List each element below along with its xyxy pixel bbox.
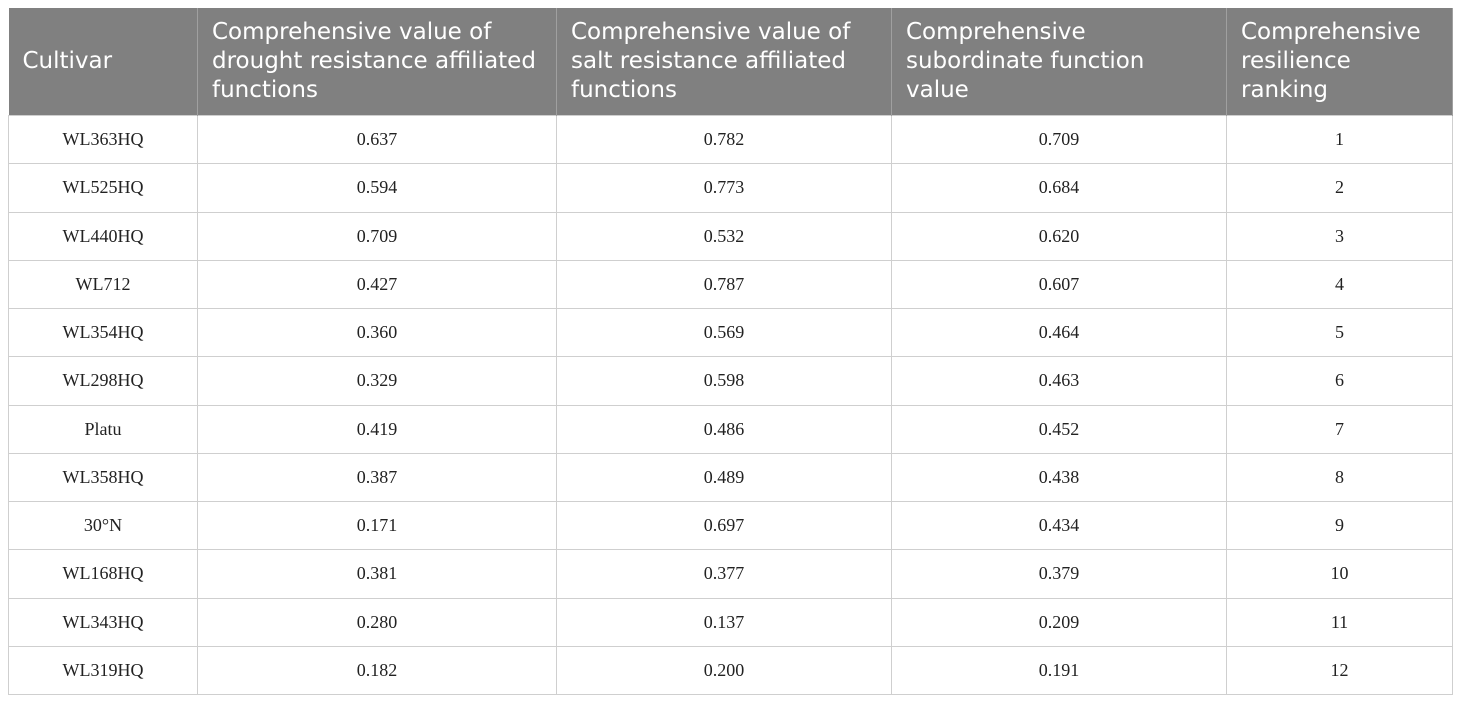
- table: Cultivar Comprehensive value of drought r…: [8, 8, 1453, 696]
- table-body: WL363HQ 0.637 0.782 0.709 1 WL525HQ 0.594 0.773…: [8, 114, 1453, 696]
- value-cell: 0.486: [556, 404, 892, 454]
- value-cell: 0.463: [891, 356, 1227, 406]
- value-cell: 0.594: [197, 163, 557, 213]
- cultivar-cell: 30°N: [8, 500, 198, 551]
- value-cell: 11: [1226, 597, 1453, 647]
- value-cell: 0.637: [197, 114, 557, 165]
- value-cell: 0.209: [891, 597, 1227, 647]
- value-cell: 0.137: [556, 597, 892, 647]
- header-cell: Cultivar: [8, 8, 198, 116]
- value-cell: 0.489: [556, 452, 892, 503]
- cultivar-cell: WL354HQ: [8, 307, 198, 358]
- value-cell: 0.182: [197, 645, 557, 696]
- value-cell: 0.532: [556, 211, 892, 261]
- table-row: WL525HQ 0.594 0.773 0.684 2: [8, 163, 1453, 213]
- header-row: Cultivar Comprehensive value of drought r…: [8, 8, 1453, 116]
- header-cell: Comprehensive subordinate function value: [891, 8, 1227, 116]
- value-cell: 0.329: [197, 356, 557, 406]
- cultivar-cell: Platu: [8, 404, 198, 454]
- value-cell: 0.438: [891, 452, 1227, 503]
- table-row: WL319HQ 0.182 0.200 0.191 12: [8, 645, 1453, 696]
- value-cell: 0.377: [556, 549, 892, 599]
- table-row: WL363HQ 0.637 0.782 0.709 1: [8, 114, 1453, 165]
- table-row: 30°N 0.171 0.697 0.434 9: [8, 500, 1453, 551]
- value-cell: 0.381: [197, 549, 557, 599]
- header-cell: Comprehensive resilience ranking: [1226, 8, 1453, 116]
- value-cell: 0.191: [891, 645, 1227, 696]
- value-cell: 6: [1226, 356, 1453, 406]
- table-container: Cultivar Comprehensive value of drought r…: [8, 8, 1453, 696]
- value-cell: 1: [1226, 114, 1453, 165]
- header-cell: Comprehensive value of drought resistanc…: [197, 8, 557, 116]
- table-row: WL440HQ 0.709 0.532 0.620 3: [8, 211, 1453, 261]
- value-cell: 0.620: [891, 211, 1227, 261]
- value-cell: 0.598: [556, 356, 892, 406]
- table-row: Platu 0.419 0.486 0.452 7: [8, 404, 1453, 454]
- value-cell: 5: [1226, 307, 1453, 358]
- value-cell: 0.419: [197, 404, 557, 454]
- cultivar-cell: WL358HQ: [8, 452, 198, 503]
- table-row: WL343HQ 0.280 0.137 0.209 11: [8, 597, 1453, 647]
- table-row: WL168HQ 0.381 0.377 0.379 10: [8, 549, 1453, 599]
- value-cell: 10: [1226, 549, 1453, 599]
- value-cell: 0.773: [556, 163, 892, 213]
- cultivar-cell: WL343HQ: [8, 597, 198, 647]
- value-cell: 7: [1226, 404, 1453, 454]
- value-cell: 12: [1226, 645, 1453, 696]
- value-cell: 0.787: [556, 259, 892, 310]
- cultivar-cell: WL363HQ: [8, 114, 198, 165]
- value-cell: 0.709: [891, 114, 1227, 165]
- table-row: WL298HQ 0.329 0.598 0.463 6: [8, 356, 1453, 406]
- value-cell: 0.434: [891, 500, 1227, 551]
- table-row: WL358HQ 0.387 0.489 0.438 8: [8, 452, 1453, 503]
- cultivar-cell: WL712: [8, 259, 198, 310]
- value-cell: 0.697: [556, 500, 892, 551]
- value-cell: 0.607: [891, 259, 1227, 310]
- value-cell: 0.452: [891, 404, 1227, 454]
- value-cell: 0.280: [197, 597, 557, 647]
- value-cell: 4: [1226, 259, 1453, 310]
- value-cell: 0.200: [556, 645, 892, 696]
- value-cell: 0.379: [891, 549, 1227, 599]
- value-cell: 0.464: [891, 307, 1227, 358]
- table-row: WL712 0.427 0.787 0.607 4: [8, 259, 1453, 310]
- value-cell: 0.171: [197, 500, 557, 551]
- cultivar-cell: WL168HQ: [8, 549, 198, 599]
- value-cell: 8: [1226, 452, 1453, 503]
- value-cell: 0.360: [197, 307, 557, 358]
- value-cell: 0.387: [197, 452, 557, 503]
- value-cell: 9: [1226, 500, 1453, 551]
- value-cell: 2: [1226, 163, 1453, 213]
- cultivar-cell: WL525HQ: [8, 163, 198, 213]
- value-cell: 0.427: [197, 259, 557, 310]
- header-cell: Comprehensive value of salt resistance a…: [556, 8, 892, 116]
- cultivar-cell: WL440HQ: [8, 211, 198, 261]
- value-cell: 0.569: [556, 307, 892, 358]
- cultivar-cell: WL298HQ: [8, 356, 198, 406]
- value-cell: 0.709: [197, 211, 557, 261]
- value-cell: 0.684: [891, 163, 1227, 213]
- cultivar-cell: WL319HQ: [8, 645, 198, 696]
- table-row: WL354HQ 0.360 0.569 0.464 5: [8, 307, 1453, 358]
- value-cell: 0.782: [556, 114, 892, 165]
- value-cell: 3: [1226, 211, 1453, 261]
